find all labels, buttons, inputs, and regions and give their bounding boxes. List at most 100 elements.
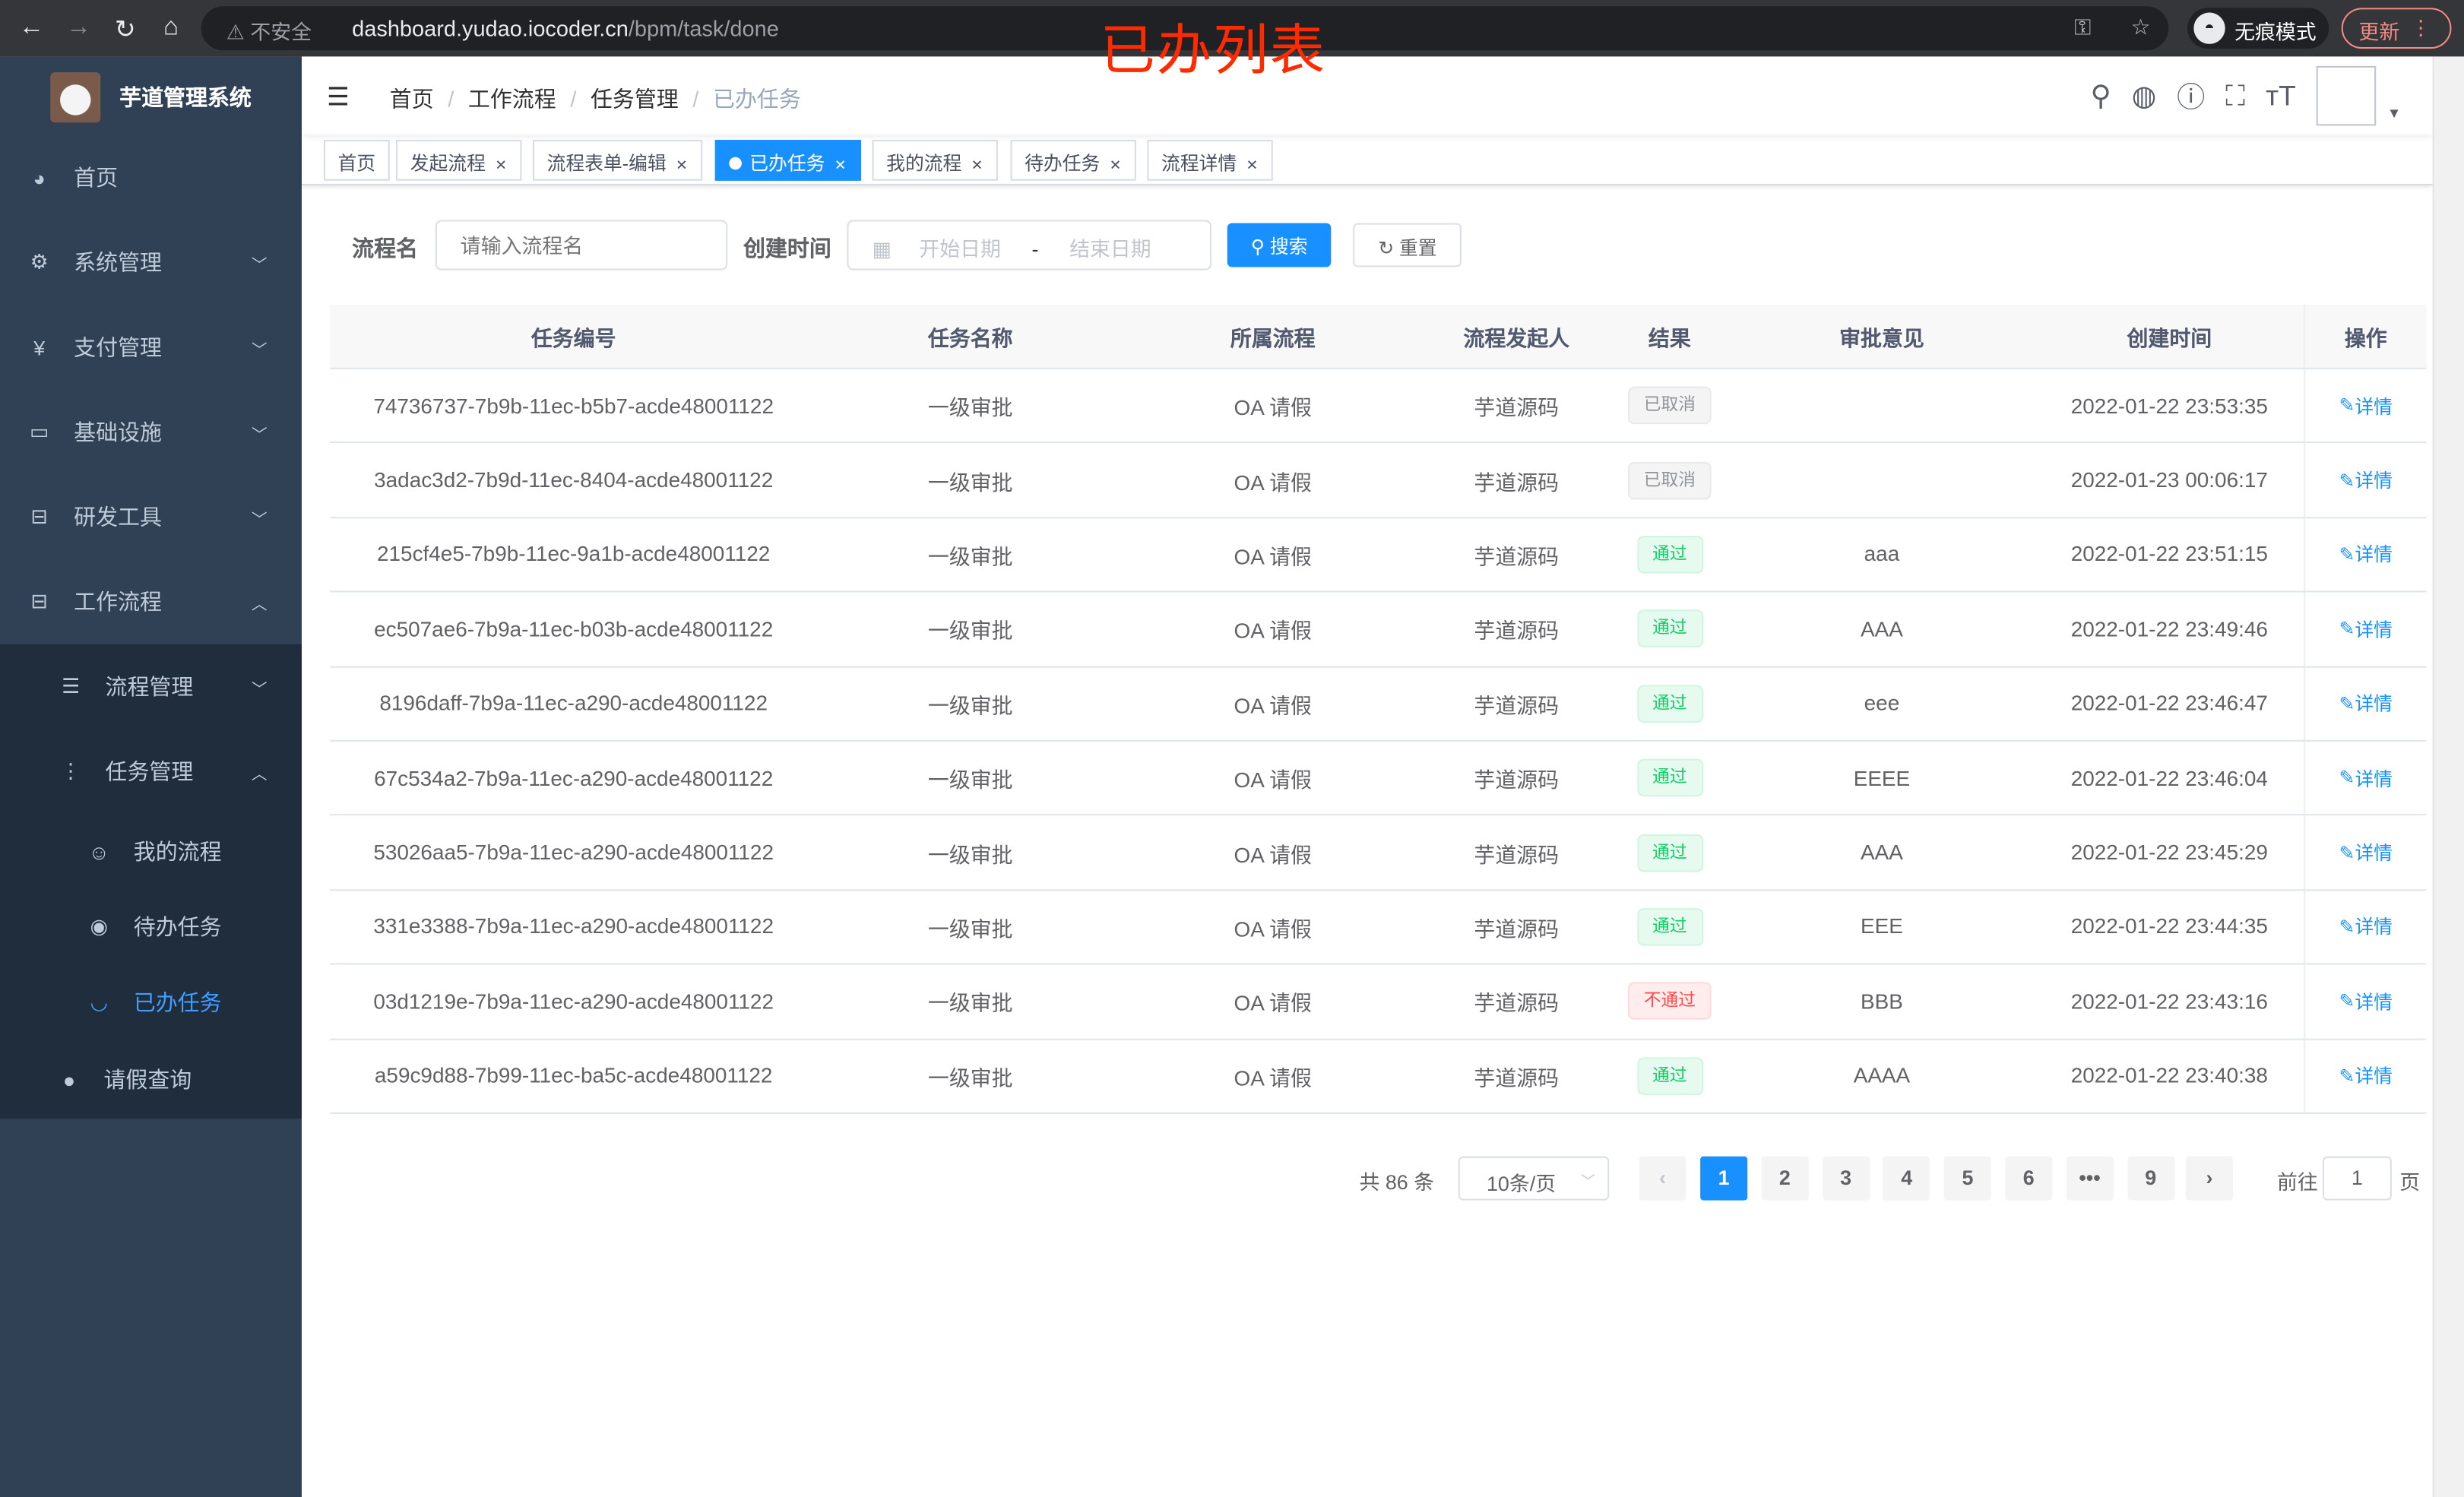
more-pages-button[interactable]: ••• [2066,1156,2114,1201]
github-icon[interactable]: ◍ [2131,79,2157,111]
tag-label: 待办任务 [1025,152,1101,175]
tag-done-tasks[interactable]: 已办任务 ✕ [714,140,861,181]
sidebar-item-done[interactable]: ◡ 已办任务 [0,965,302,1040]
tag-form-edit[interactable]: 流程表单-编辑 ✕ [532,140,702,181]
incognito-icon: ◓ [2193,12,2225,44]
status-badge: 通过 [1636,684,1703,723]
hamburger-icon[interactable]: ☰ [327,84,350,112]
header-result: 结果 [1648,327,1691,351]
close-icon[interactable]: ✕ [676,157,688,173]
tag-todo[interactable]: 待办任务 ✕ [1010,140,1135,181]
forward-icon[interactable]: → [65,14,91,41]
sidebar-item-leave[interactable]: ● 请假查询 [0,1040,302,1119]
task-name: 一级审批 [927,694,1013,718]
page-3-button[interactable]: 3 [1822,1156,1870,1201]
initiator: 芋道源码 [1474,992,1560,1016]
search-button[interactable]: ⚲ 搜索 [1227,223,1332,267]
help-icon[interactable]: ⓘ [2177,81,2206,113]
back-icon[interactable]: ← [18,14,44,41]
detail-button[interactable]: ✎ 详情 [2304,443,2426,517]
page-9-button[interactable]: 9 [2127,1156,2174,1201]
star-icon[interactable]: ☆ [2130,14,2151,40]
status-badge: 不通过 [1628,982,1712,1021]
detail-button[interactable]: ✎ 详情 [2304,666,2426,740]
page-4-button[interactable]: 4 [1883,1156,1930,1201]
detail-button[interactable]: ✎ 详情 [2304,890,2426,964]
update-button[interactable]: 更新 ⋮ [2341,8,2452,49]
caret-down-icon[interactable]: ▼ [2386,105,2402,122]
security-warning[interactable]: ⚠ 不安全 [226,20,312,44]
font-size-icon[interactable]: ᴛT [2266,79,2296,111]
detail-button[interactable]: ✎ 详情 [2304,369,2426,442]
close-icon[interactable]: ✕ [1109,157,1122,173]
page-1-button[interactable]: 1 [1700,1156,1748,1201]
tag-home[interactable]: 首页 [323,140,390,181]
detail-button[interactable]: ✎ 详情 [2304,741,2426,815]
sidebar-item-todo[interactable]: ◉ 待办任务 [0,889,302,964]
key-icon[interactable]: ⚿ [2074,14,2092,40]
sidebar-item-system[interactable]: ⚙ 系统管理 ﹀ [0,220,302,305]
approval-opinion: EEE [1861,915,1903,939]
sidebar-item-task-manage[interactable]: ⋮ 任务管理 ︿ [0,729,302,814]
eye-closed-icon: ◡ [90,989,108,1014]
detail-button[interactable]: ✎ 详情 [2304,815,2426,889]
goto-label: 前往 [2276,1170,2318,1195]
url-text[interactable]: dashboard.yudao.iocoder.cn/bpm/task/done [352,16,779,41]
address-bar[interactable]: ⚠ 不安全 dashboard.yudao.iocoder.cn/bpm/tas… [201,6,2169,51]
close-icon[interactable]: ✕ [495,157,507,173]
breadcrumb-item[interactable]: 工作流程 [467,86,556,112]
home-icon[interactable]: ⌂ [163,14,179,41]
tag-start-process[interactable]: 发起流程 ✕ [396,140,521,181]
page-5-button[interactable]: 5 [1944,1156,1992,1201]
table-row: 8196daff-7b9a-11ec-a290-acde48001122 一级审批… [330,666,2427,742]
goto-page-input[interactable]: 1 [2322,1156,2392,1201]
chevron-down-icon: ﹀ [251,257,268,274]
detail-button[interactable]: ✎ 详情 [2304,1039,2426,1112]
page-size-select[interactable]: 10条/页 ﹀ [1458,1156,1610,1201]
avatar[interactable] [2316,65,2377,126]
result-cell: 已取消 [1610,461,1728,499]
detail-button[interactable]: ✎ 详情 [2304,964,2426,1038]
close-icon[interactable]: ✕ [834,157,847,173]
close-icon[interactable]: ✕ [971,157,983,173]
reload-icon[interactable]: ↻ [114,17,136,44]
sidebar-item-devtools[interactable]: ⊟ 研发工具 ﹀ [0,474,302,559]
task-id: 53026aa5-7b9a-11ec-a290-acde48001122 [373,840,774,865]
detail-label: 详情 [2355,619,2393,641]
sidebar-item-infra[interactable]: ▭ 基础设施 ﹀ [0,390,302,475]
search-icon[interactable]: ⚲ [2090,79,2111,111]
page-size-value: 10条/页 [1486,1172,1557,1196]
close-icon[interactable]: ✕ [1246,157,1259,173]
reset-button[interactable]: ↻ 重置 [1353,223,1462,267]
page-2-button[interactable]: 2 [1761,1156,1809,1201]
fullscreen-icon[interactable]: ⛶ [2225,79,2246,111]
incognito-badge[interactable]: ◓ 无痕模式 [2187,8,2329,49]
sidebar-item-home[interactable]: ◕ 首页 [0,135,302,220]
menu-label: 研发工具 [74,504,162,530]
url-host: dashboard.yudao.iocoder.cn [352,15,629,41]
sidebar-item-pay[interactable]: ¥ 支付管理 ﹀ [0,305,302,390]
tag-process-detail[interactable]: 流程详情 ✕ [1147,140,1272,181]
sidebar-item-process-manage[interactable]: ☰ 流程管理 ﹀ [0,644,302,730]
status-badge: 通过 [1636,907,1703,946]
prev-page-button[interactable]: ‹ [1639,1156,1686,1201]
detail-button[interactable]: ✎ 详情 [2304,517,2426,591]
logo[interactable]: 芋道管理系统 [50,72,252,123]
next-page-button[interactable]: › [2186,1156,2234,1201]
detail-label: 详情 [2355,395,2393,418]
breadcrumb-item[interactable]: 首页 [389,86,434,112]
tag-my-process[interactable]: 我的流程 ✕ [872,140,998,181]
table-row: 3adac3d2-7b9d-11ec-8404-acde48001122 一级审批… [330,443,2427,518]
detail-button[interactable]: ✎ 详情 [2304,592,2426,666]
sidebar-item-my-process[interactable]: ☺ 我的流程 [0,814,302,889]
sidebar-item-workflow[interactable]: ⊟ 工作流程 ︿ [0,559,302,644]
page-6-button[interactable]: 6 [2005,1156,2053,1201]
process-name-input[interactable] [435,220,728,271]
date-range-picker[interactable]: ▦ 开始日期 - 结束日期 [847,220,1212,271]
scrollbar[interactable] [2432,56,2464,1497]
update-label: 更新 [2358,20,2400,44]
breadcrumb-item[interactable]: 任务管理 [590,86,679,112]
initiator: 芋道源码 [1474,470,1560,495]
initiator: 芋道源码 [1474,917,1560,942]
header-opinion: 审批意见 [1839,327,1924,351]
